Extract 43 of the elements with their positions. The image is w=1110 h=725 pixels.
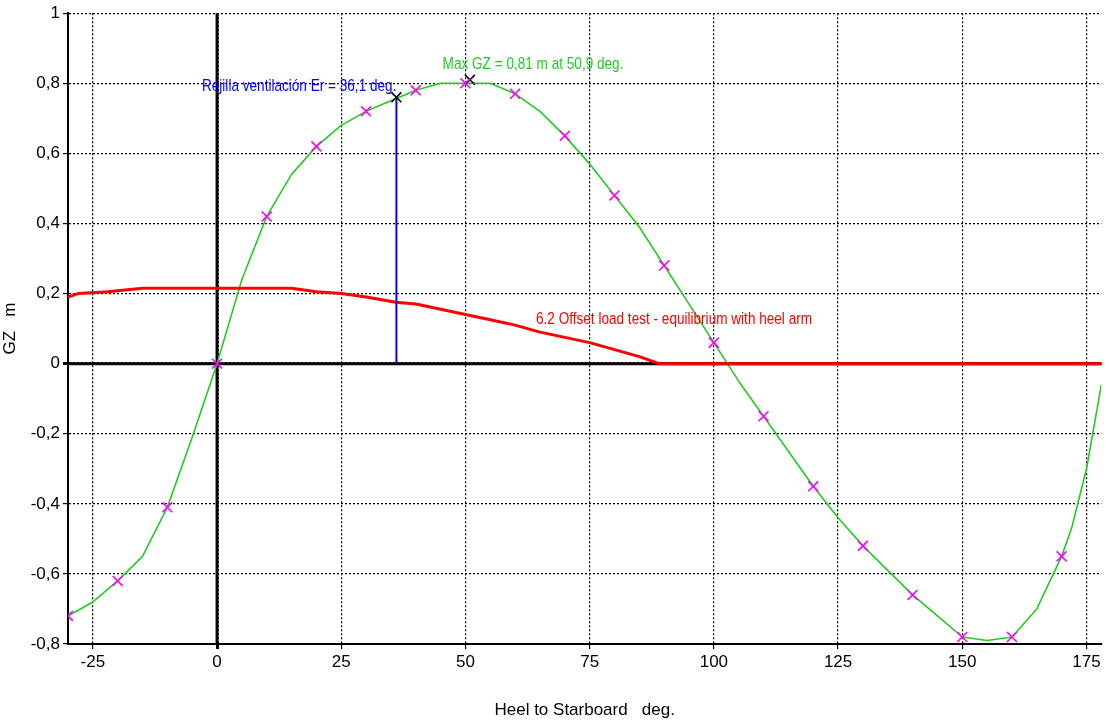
point [658, 259, 670, 272]
point [410, 84, 422, 97]
point [807, 480, 819, 493]
point [260, 210, 273, 223]
y-tick-label: -0,6 [30, 563, 60, 583]
x-tick-label: 175 [1072, 651, 1101, 671]
x-tick-label: 0 [212, 651, 222, 671]
y-tick-label: 0,2 [36, 283, 60, 303]
point [459, 77, 472, 90]
y-tick-label: 0,8 [36, 72, 60, 92]
point [906, 589, 919, 601]
x-tick-label: 100 [699, 651, 729, 671]
series-label: Max GZ = 0,81 m at 50,9 deg. [442, 53, 624, 73]
x-tick-label: 50 [456, 651, 475, 671]
point [111, 575, 124, 587]
point [1006, 631, 1018, 643]
point [161, 501, 174, 514]
y-tick-label: 1 [50, 2, 60, 22]
point [211, 357, 223, 370]
point [509, 88, 521, 100]
y-tick-label: 0,4 [36, 213, 60, 233]
x-axis-title: Heel to Starboard deg. [494, 700, 675, 720]
y-tick-label: -0,8 [30, 633, 60, 653]
x-tick-label: 150 [948, 651, 977, 671]
point [857, 540, 869, 552]
point [464, 74, 476, 86]
y-tick-label: -0,4 [30, 493, 60, 513]
point [360, 105, 372, 118]
point [757, 410, 770, 422]
x-tick-label: 25 [331, 651, 351, 671]
x-tick-label: -25 [80, 651, 106, 671]
y-tick-label: 0 [50, 353, 60, 373]
y-tick-label: 0,6 [36, 143, 60, 163]
x-tick-label: 75 [580, 651, 600, 671]
y-axis-title: GZ m [0, 302, 19, 355]
x-tick-label: 125 [823, 651, 853, 671]
y-tick-label: -0,2 [30, 423, 60, 443]
point [559, 130, 571, 142]
point [708, 336, 720, 349]
point [1055, 550, 1068, 563]
point [608, 189, 621, 202]
point [956, 631, 969, 643]
point [310, 140, 323, 153]
